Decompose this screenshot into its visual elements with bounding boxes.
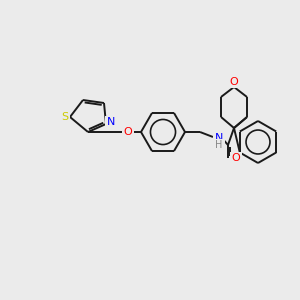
Text: O: O: [230, 77, 238, 87]
Text: N: N: [215, 133, 223, 143]
Text: S: S: [61, 112, 69, 122]
Text: O: O: [232, 153, 240, 163]
Text: H: H: [215, 140, 223, 150]
Text: N: N: [107, 117, 115, 127]
Text: O: O: [124, 127, 132, 137]
